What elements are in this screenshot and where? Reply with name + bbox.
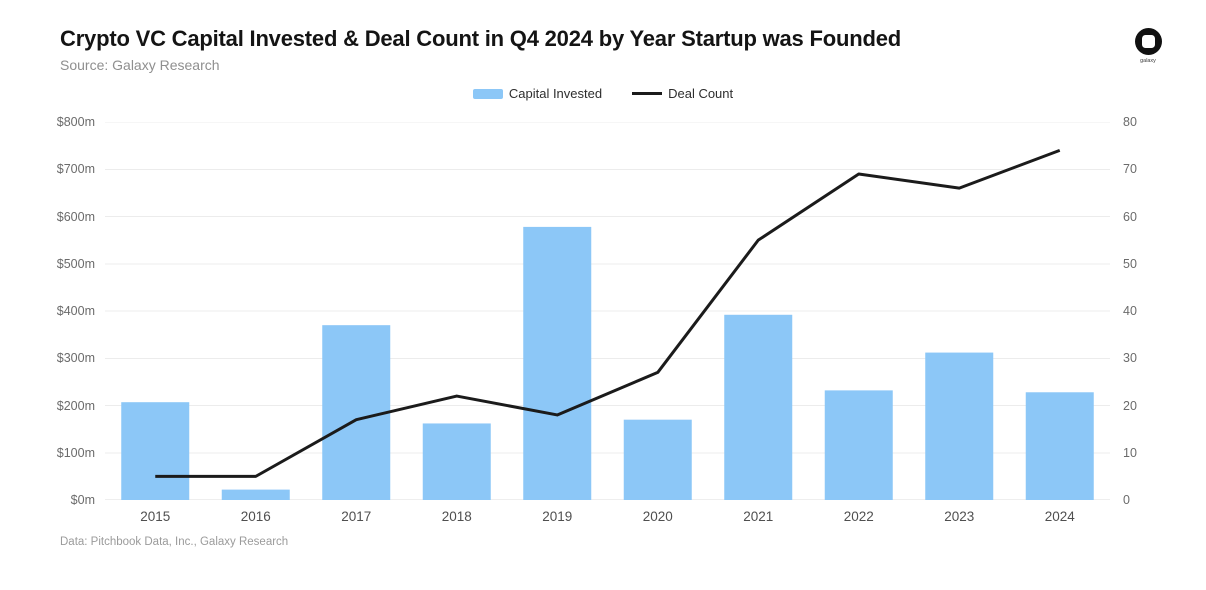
x-axis-label-2016: 2016 bbox=[240, 509, 271, 524]
bar-2015 bbox=[121, 402, 190, 500]
x-axis-label-2024: 2024 bbox=[1044, 509, 1075, 524]
left-axis-tick: $800m bbox=[56, 115, 95, 129]
chart-legend: Capital Invested Deal Count bbox=[0, 86, 1206, 101]
left-axis-tick: $0m bbox=[70, 493, 95, 507]
bar-2024 bbox=[1025, 392, 1094, 500]
right-axis-tick: 40 bbox=[1123, 304, 1137, 318]
legend-label-capital-invested: Capital Invested bbox=[508, 86, 603, 101]
data-note: Data: Pitchbook Data, Inc., Galaxy Resea… bbox=[60, 536, 289, 548]
legend-item-capital-invested: Capital Invested bbox=[472, 86, 603, 101]
left-axis-tick: $100m bbox=[56, 445, 95, 460]
x-axis-label-2017: 2017 bbox=[341, 509, 372, 524]
deal-count-swatch-icon bbox=[632, 92, 663, 95]
left-axis-tick: $500m bbox=[56, 256, 95, 271]
right-axis-tick: 30 bbox=[1123, 351, 1137, 366]
right-axis-tick: 0 bbox=[1123, 493, 1130, 507]
x-axis-label-2019: 2019 bbox=[542, 509, 573, 524]
x-axis-label-2015: 2015 bbox=[140, 509, 171, 524]
bar-2020 bbox=[623, 419, 692, 500]
right-axis-tick: 70 bbox=[1123, 162, 1137, 177]
x-axis-label-2022: 2022 bbox=[843, 509, 874, 524]
x-axis-label-2018: 2018 bbox=[441, 509, 472, 524]
bar-2018 bbox=[422, 423, 491, 500]
legend-label-deal-count: Deal Count bbox=[668, 86, 734, 101]
left-axis-tick: $700m bbox=[56, 162, 95, 177]
bar-2023 bbox=[925, 352, 994, 500]
galaxy-logo-text: galaxy bbox=[1140, 57, 1156, 64]
x-axis-label-2021: 2021 bbox=[743, 509, 774, 524]
right-axis-tick: 60 bbox=[1123, 209, 1137, 224]
right-axis-tick: 80 bbox=[1123, 115, 1137, 129]
left-axis-tick: $600m bbox=[56, 209, 95, 224]
left-axis-tick: $200m bbox=[56, 398, 95, 413]
bar-2021 bbox=[724, 314, 793, 500]
plot-area bbox=[105, 122, 1110, 500]
right-axis-tick: 10 bbox=[1123, 445, 1137, 460]
x-axis-label-2020: 2020 bbox=[642, 509, 673, 524]
galaxy-logo-hole bbox=[1141, 35, 1155, 48]
deal-count-line bbox=[155, 148, 1061, 478]
chart-source: Source: Galaxy Research bbox=[60, 57, 220, 73]
galaxy-logo-icon bbox=[1134, 28, 1162, 55]
galaxy-logo: galaxy bbox=[1128, 28, 1168, 65]
bar-2019 bbox=[523, 226, 592, 500]
bar-2017 bbox=[322, 325, 391, 500]
chart-title: Crypto VC Capital Invested & Deal Count … bbox=[60, 26, 901, 51]
capital-invested-swatch-icon bbox=[472, 88, 503, 99]
left-axis-tick: $300m bbox=[56, 351, 95, 366]
right-axis-tick: 20 bbox=[1123, 398, 1137, 413]
bar-2016 bbox=[221, 489, 290, 500]
left-axis-tick: $400m bbox=[56, 304, 95, 318]
right-axis-tick: 50 bbox=[1123, 256, 1137, 271]
legend-item-deal-count: Deal Count bbox=[632, 86, 733, 101]
x-axis-label-2023: 2023 bbox=[944, 509, 975, 524]
bar-2022 bbox=[824, 390, 893, 500]
